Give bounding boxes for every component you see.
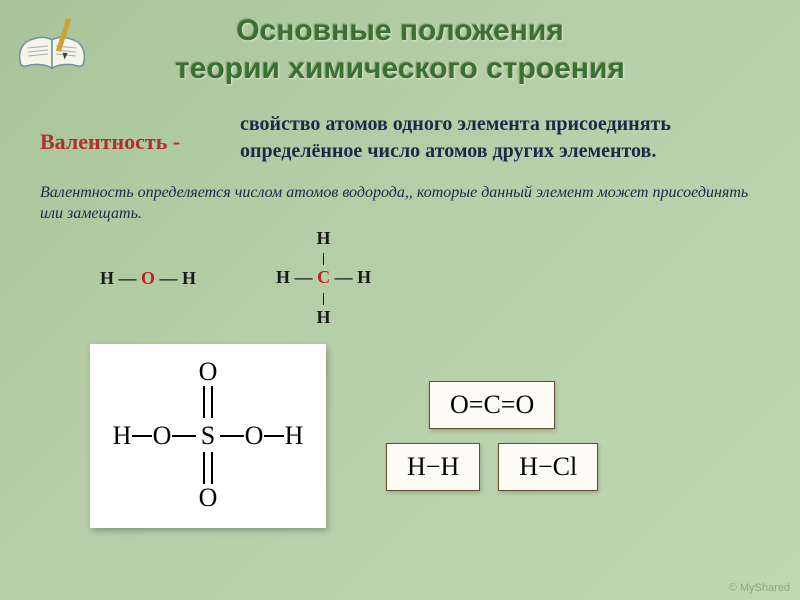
title-line-2: теории химического строения (0, 50, 800, 88)
ch4-top: H (276, 229, 371, 249)
definition-row: Валентность - свойство атомов одного эле… (0, 111, 800, 165)
h2so4-h-right: H (285, 421, 304, 450)
ch4-right: H (357, 267, 371, 287)
ch4-c: C (317, 267, 330, 287)
term-valence: Валентность - (40, 111, 240, 155)
notebook-icon (12, 12, 92, 82)
h2o-h1: H (100, 268, 114, 288)
h2o-o: O (141, 268, 155, 288)
ch4-bottom: H (276, 308, 371, 328)
valence-note: Валентность определяется числом атомов в… (0, 165, 800, 225)
h2so4-o-left: O (153, 421, 172, 450)
card-h2: H−H (386, 443, 480, 491)
right-formula-cards: O=C=O H−H H−Cl (386, 381, 598, 491)
h2so4-o-top: O (199, 357, 218, 386)
watermark: © MyShared (729, 582, 790, 594)
h2so4-o-bottom: O (199, 483, 218, 512)
h2so4-h-left: H (113, 421, 132, 450)
h2so4-s: S (201, 421, 215, 450)
formula-h2so4: O H O S O H O (108, 356, 308, 516)
card-hcl: H−Cl (498, 443, 598, 491)
h2o-h2: H (182, 268, 196, 288)
formula-ch4: H H — C — H H (276, 229, 371, 328)
title-line-1: Основные положения (0, 12, 800, 50)
h2so4-o-right: O (245, 421, 264, 450)
formulas-inline-row: H — O — H H H — C — H H (0, 225, 800, 328)
definition-text: свойство атомов одного элемента присоеди… (240, 111, 760, 165)
bottom-formulas-row: O H O S O H O O=C=O H−H H−Cl (0, 328, 800, 528)
ch4-left: H (276, 267, 290, 287)
card-co2: O=C=O (429, 381, 555, 429)
card-h2so4: O H O S O H O (90, 344, 326, 528)
page-title: Основные положения теории химического ст… (0, 0, 800, 87)
formula-h2o: H — O — H (100, 268, 196, 289)
